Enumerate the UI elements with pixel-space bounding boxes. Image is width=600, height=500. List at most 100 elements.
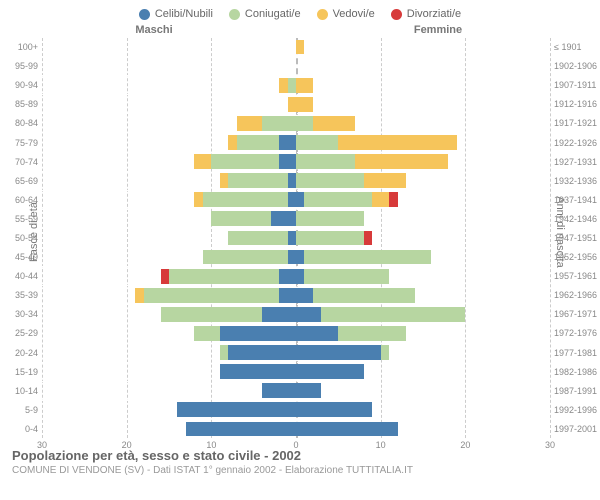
birth-label: 1982-1986 [554,367,600,377]
bar-segment [313,116,355,131]
x-tick: 30 [545,440,555,450]
bar-segment [296,211,364,226]
age-label: 65-69 [0,176,38,186]
birth-label: 1927-1931 [554,157,600,167]
bar-segment [203,192,288,207]
legend-dot [391,9,402,20]
bar-segment [296,97,313,112]
x-tick: 0 [293,440,298,450]
birth-label: 1997-2001 [554,424,600,434]
gender-headers: Maschi Femmine [42,24,550,36]
legend-dot [317,9,328,20]
birth-label: 1987-1991 [554,386,600,396]
age-label: 80-84 [0,118,38,128]
birth-label: 1947-1951 [554,233,600,243]
bar-segment [194,326,219,341]
age-label: 35-39 [0,290,38,300]
header-female: Femmine [296,24,550,36]
bar-segment [296,422,398,437]
legend-label: Coniugati/e [245,8,301,20]
bar-segment [279,135,296,150]
bar-segment [288,250,296,265]
bar-segment [262,307,296,322]
age-row: 100+≤ 1901 [42,38,550,57]
birth-label: 1932-1936 [554,176,600,186]
bar-segment [220,345,228,360]
x-tick: 10 [206,440,216,450]
bar-segment [296,192,304,207]
bar-segment [304,192,372,207]
legend-label: Divorziati/e [407,8,461,20]
legend-dot [229,9,240,20]
bar-segment [279,154,296,169]
legend-dot [139,9,150,20]
bar-segment [203,250,288,265]
bar-segment [364,231,372,246]
bar-segment [296,250,304,265]
birth-label: 1957-1961 [554,271,600,281]
age-row: 90-941907-1911 [42,76,550,95]
legend-item: Celibi/Nubili [139,8,213,20]
bar-segment [296,402,372,417]
age-row: 85-891912-1916 [42,95,550,114]
bar-segment [296,78,313,93]
age-label: 100+ [0,42,38,52]
bar-segment [296,383,321,398]
x-tick: 20 [460,440,470,450]
age-label: 15-19 [0,367,38,377]
bar-segment [194,154,211,169]
bar-segment [135,288,143,303]
bar-segment [288,97,296,112]
bar-segment [313,288,415,303]
bar-segment [296,307,321,322]
bar-segment [321,307,465,322]
age-label: 0-4 [0,424,38,434]
bar-segment [288,78,296,93]
bar-segment [296,269,304,284]
bar-segment [228,173,287,188]
bar-segment [296,135,338,150]
bar-segment [338,326,406,341]
plot: 100+≤ 190195-991902-190690-941907-191185… [42,38,550,438]
age-row: 15-191982-1986 [42,363,550,382]
age-row: 0-41997-2001 [42,420,550,438]
bar-segment [296,345,381,360]
age-row: 45-491952-1956 [42,248,550,267]
age-row: 25-291972-1976 [42,324,550,343]
age-label: 70-74 [0,157,38,167]
bar-segment [194,192,202,207]
bar-segment [288,173,296,188]
legend-label: Celibi/Nubili [155,8,213,20]
birth-label: 1992-1996 [554,405,600,415]
bar-segment [338,135,457,150]
footer: Popolazione per età, sesso e stato civil… [0,440,600,476]
legend-label: Vedovi/e [333,8,375,20]
bar-segment [177,402,296,417]
birth-label: 1917-1921 [554,118,600,128]
bar-segment [296,326,338,341]
bar-segment [271,211,296,226]
age-label: 85-89 [0,99,38,109]
x-tick: 30 [37,440,47,450]
bar-segment [144,288,279,303]
age-label: 60-64 [0,195,38,205]
age-label: 95-99 [0,61,38,71]
age-label: 55-59 [0,214,38,224]
age-label: 75-79 [0,138,38,148]
birth-label: ≤ 1901 [554,42,600,52]
age-label: 25-29 [0,328,38,338]
age-label: 45-49 [0,252,38,262]
age-row: 35-391962-1966 [42,286,550,305]
chart-subtitle: COMUNE DI VENDONE (SV) - Dati ISTAT 1° g… [12,465,588,476]
birth-label: 1972-1976 [554,328,600,338]
age-row: 75-791922-1926 [42,133,550,152]
bar-segment [262,383,296,398]
birth-label: 1967-1971 [554,309,600,319]
bar-segment [211,211,270,226]
legend-item: Divorziati/e [391,8,461,20]
age-label: 10-14 [0,386,38,396]
age-row: 65-691932-1936 [42,172,550,191]
bar-segment [296,116,313,131]
age-label: 5-9 [0,405,38,415]
bar-segment [296,364,364,379]
